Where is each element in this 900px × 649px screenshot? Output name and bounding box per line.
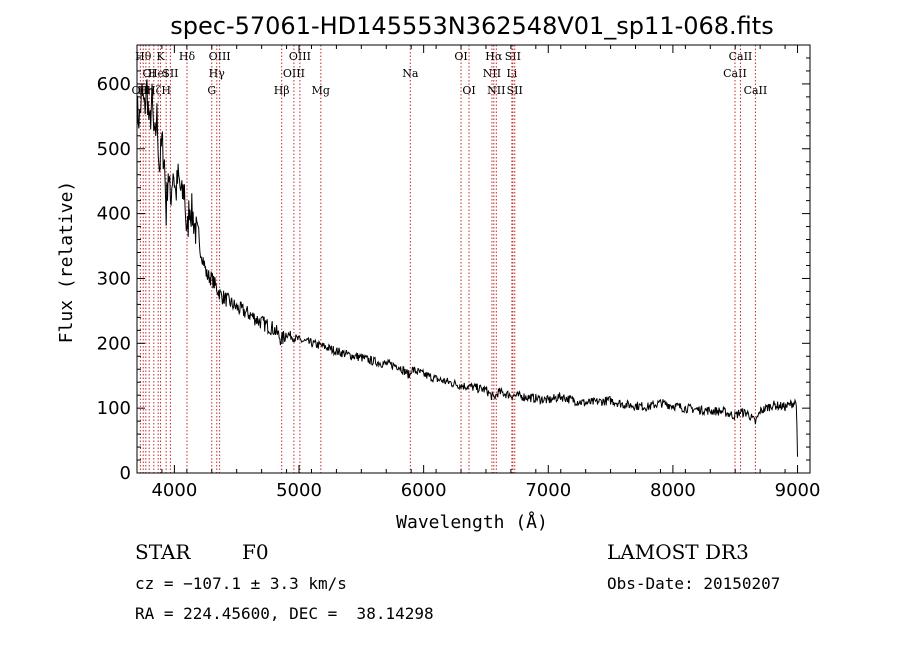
line-label: OI (462, 84, 475, 97)
flux-series-line (136, 79, 798, 457)
x-tick-label: 8000 (650, 480, 696, 501)
line-label: Li (506, 67, 517, 80)
y-tick-label: 0 (120, 463, 131, 484)
line-label: OIII (283, 67, 305, 80)
line-label: CaII (723, 67, 747, 80)
line-label: K (156, 50, 165, 63)
y-tick-label: 100 (97, 398, 131, 419)
line-label: OIII (209, 50, 231, 63)
line-label: NII (483, 67, 501, 80)
y-tick-label: 300 (97, 268, 131, 289)
y-tick-label: 200 (97, 333, 131, 354)
object-type: STAR (135, 540, 191, 564)
line-label: Hδ (179, 50, 196, 63)
survey-name: LAMOST DR3 (607, 540, 749, 564)
line-label: SII (507, 84, 523, 97)
y-tick-label: 400 (97, 204, 131, 225)
line-label: OI (454, 50, 467, 63)
chart-title: spec-57061-HD145553N362548V01_sp11-068.f… (170, 12, 773, 40)
line-label: Hγ (209, 67, 226, 80)
line-label: OIII (289, 50, 311, 63)
line-label: Hθ (135, 50, 152, 63)
line-label: CaII (744, 84, 768, 97)
plot-frame (136, 44, 811, 474)
y-tick-label: 600 (97, 74, 131, 95)
line-label: HeI (148, 67, 168, 80)
y-tick-label: 500 (97, 139, 131, 160)
line-label: Hβ (274, 84, 290, 97)
spectral-subclass: F0 (242, 540, 269, 564)
x-tick-label: 4000 (151, 480, 197, 501)
line-label: G (207, 84, 216, 97)
line-label: Mg (312, 84, 330, 97)
line-label: Na (402, 67, 419, 80)
x-tick-label: 7000 (525, 480, 571, 501)
line-label: OI (143, 67, 156, 80)
line-label: Hζ (146, 84, 162, 97)
x-tick-label: 5000 (276, 480, 322, 501)
redshift-text: cz = −107.1 ± 3.3 km/s (135, 574, 347, 593)
x-tick-label: 9000 (775, 480, 821, 501)
x-tick-label: 6000 (401, 480, 447, 501)
line-label: NII (487, 84, 505, 97)
x-axis-label: Wavelength (Å) (396, 511, 548, 533)
line-label: Hα (485, 50, 503, 63)
obs-date: Obs-Date: 20150207 (607, 574, 781, 593)
line-label: SII (162, 67, 178, 80)
coordinates: RA = 224.45600, DEC = 38.14298 (135, 604, 434, 623)
axis-ticks: 4000 5000 6000 7000 8000 9000 0 100 200 300 400 500… (97, 45, 821, 501)
line-label: SII (505, 50, 521, 63)
line-label: H (161, 84, 171, 97)
line-label: CaII (729, 50, 753, 63)
line-label: OII (132, 84, 150, 97)
y-axis-label: Flux (relative) (56, 181, 77, 344)
